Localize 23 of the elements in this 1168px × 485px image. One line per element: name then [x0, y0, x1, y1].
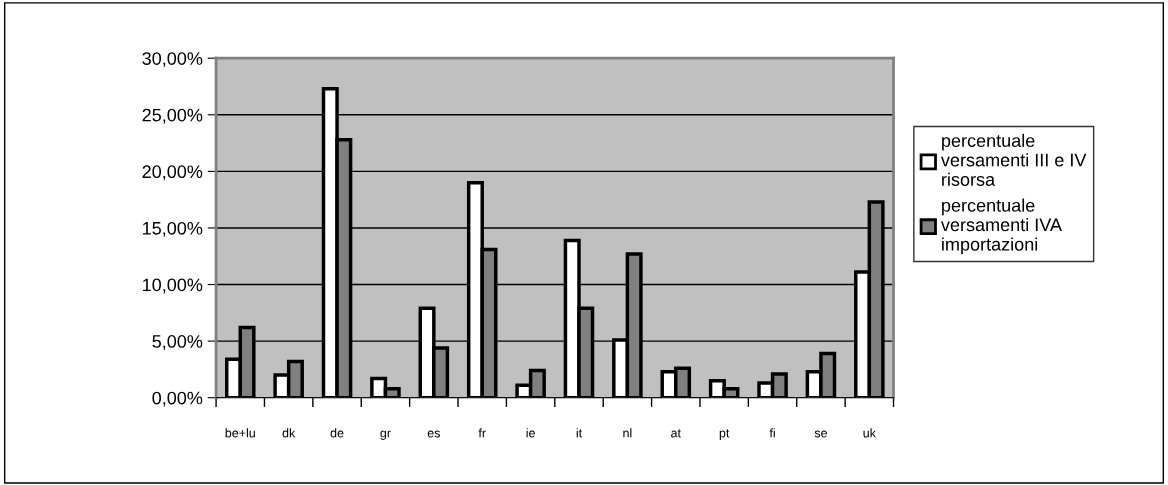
x-tick-label: it [576, 428, 583, 438]
x-tick-label: fr [478, 428, 486, 438]
x-tick-label: be+lu [225, 428, 255, 438]
y-tick-label: 25,00% [142, 108, 203, 124]
x-tick-label: de [330, 428, 344, 438]
x-tick-label: se [814, 430, 827, 438]
x-tick-label: uk [863, 428, 876, 438]
y-tick-label: 15,00% [143, 221, 203, 237]
y-tick-label: 0,00% [152, 391, 203, 407]
x-tick-label: nl [623, 428, 632, 438]
legend-label: percentuale versamenti IVA importazioni [940, 198, 1062, 255]
legend-label: percentuale versamenti III e IV risorsa [940, 133, 1087, 186]
x-tick-label: es [427, 430, 440, 438]
x-tick-label: pt [719, 429, 730, 440]
y-tick-label: 30,00% [142, 52, 203, 68]
x-tick-label: gr [380, 430, 391, 440]
x-tick-label: at [671, 429, 681, 438]
x-tick-label: ie [526, 428, 535, 438]
x-tick-label: fi [769, 428, 775, 438]
y-tick-label: 5,00% [152, 335, 203, 350]
y-tick-label: 20,00% [142, 165, 203, 181]
y-tick-label: 10,00% [143, 278, 203, 294]
x-tick-label: dk [282, 428, 296, 438]
